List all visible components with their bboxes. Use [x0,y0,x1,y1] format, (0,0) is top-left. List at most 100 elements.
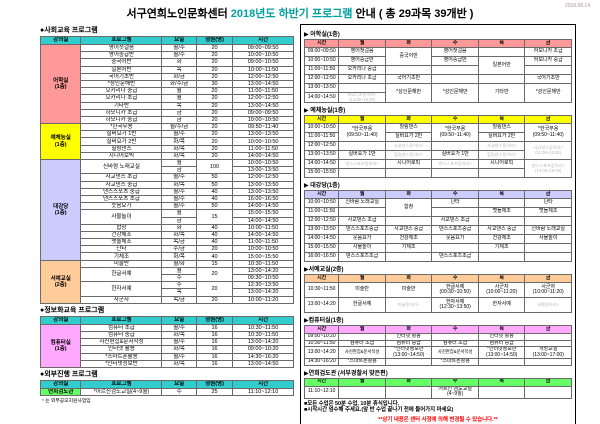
schedule-cell: *성인문해반 [524,82,572,104]
schedule-cell [477,47,526,57]
schedule-cell: 월/수 [161,187,197,196]
schedule-cell: 인터넷 활용 [80,345,163,354]
schedule-cell: 난타 [524,198,572,209]
schedule-cell: 14:00~14:50 [232,230,294,240]
schedule-cell: 사교댄스 초급 [80,173,163,182]
schedule-cell: 오카리나 초급 [80,94,163,103]
note-line-1: ■모든 수업은 50분 수업, 10분 휴식입니다. [304,400,400,407]
schedule-cell: 사물놀이 [80,209,163,225]
schedule-cell: 10:30~11:50 [232,323,294,332]
header-cell: 요일 [161,36,197,45]
schedule-cell [384,358,433,366]
header-cell: 시간 [303,325,340,335]
header-cell: 수 [431,115,479,125]
schedule-cell: 어학실 (1층) [39,43,82,125]
schedule-cell: 11:00~11:50 [232,144,294,153]
schedule-cell: 힐링댄스 [384,123,433,134]
schedule-cell: 컴퓨터 중급 [80,330,163,340]
schedule-cell: *한국무용 [80,123,163,132]
schedule-cell: 09:00~10:20 [303,333,340,341]
schedule-cell: 수 [161,281,197,290]
schedule-cell: 댄스스포츠동아리+ [431,159,479,170]
schedule-cell: 목 [161,101,197,110]
schedule-cell: 13:00~13:50 [232,187,294,196]
schedule-cell: 화/수/금 [161,79,197,89]
schedule-cell: 목/금 [161,238,197,247]
schedule-cell: 시니어로빅 [80,151,163,161]
header-cell: 요일 [161,379,197,389]
schedule-cell: 40 [195,194,234,204]
schedule-cell: 시니어로빅 [384,159,433,170]
schedule-cell: 중국어반 [80,58,163,67]
schedule-cell: 월/수 [161,202,197,211]
schedule-cell: 기타반 [477,82,526,104]
schedule-cell: 한자서예 [80,281,163,297]
schedule-cell [524,252,572,263]
schedule-cell: 월/수 [161,43,197,53]
header-cell: 수 [431,274,479,284]
schedule-cell [524,385,572,399]
schedule-cell: 14:00~14:50 [303,91,340,104]
schedule-cell [338,385,386,399]
header-cell: 수 [431,39,479,48]
schedule-cell: 20 [195,108,234,117]
schedule-cell: 하모니카 중급 [524,56,572,66]
schedule-cell: 하모니카 초급 [80,108,163,117]
header-cell: 강의실 [39,315,82,325]
schedule-cell: 대강당 (1층) [39,159,82,261]
schedule-cell [338,83,386,93]
schedule-cell: 월/수 [161,194,197,204]
schedule-cell: 건강체조 [384,234,433,245]
schedule-cell: 하모니카동아리+ (14:00~15:30) [338,91,386,104]
schedule-cell: 월/수 [161,173,197,182]
header-cell: 시간 [303,377,340,387]
schedule-cell: 댄스스포츠 중급 [80,187,163,196]
schedule-cell: 수 [161,273,197,283]
header-cell: 화 [384,39,433,48]
schedule-cell: 한글서예 (09:30~10:50) [431,282,479,299]
schedule-cell: 13:00~14:20 [232,338,294,347]
header-cell: 시간 [303,39,340,48]
schedule-cell: 09:00~10:20 [232,345,294,354]
header-cell: 금 [524,274,572,284]
schedule-cell: 50 [195,180,234,189]
schedule-cell: 한글서예 [338,297,386,314]
schedule-cell: 14:00~14:50 [303,234,340,245]
schedule-cell: 13:00~13:50 [232,130,294,139]
schedule-cell: 16 [195,352,234,361]
schedule-cell: 14:00~14:50 [232,216,294,225]
schedule-cell: 13:00~14:20 [303,346,340,360]
schedule-cell: 10:00~10:50 [232,51,294,60]
schedule-cell: 중국어반 [384,47,433,66]
schedule-cell: 13:00~14:20 [303,297,340,314]
schedule-cell: 사군자 (10:00~11:20) [477,282,526,299]
schedule-cell: 20 [195,115,234,125]
schedule-cell: 14:00~14:50 [232,202,294,211]
schedule-cell: 일본어반 [80,65,163,74]
schedule-cell: 10:30~11:50 [232,330,294,340]
schedule-cell: 13:00~13:50 [232,166,294,175]
schedule-cell: 20 [195,130,234,139]
schedule-cell [431,141,479,152]
schedule-cell: *한국무용 (09:50~11:40) [431,123,479,143]
header-cell: 시간 [232,315,294,325]
section-title-social: ●사회교육 프로그램 [40,27,98,34]
header-cell: 화 [384,190,433,200]
schedule-cell [477,198,526,209]
schedule-cell: 30 [195,79,234,89]
schedule-cell: 사진편집&문서작성 [80,338,163,347]
header-cell: 수 [431,190,479,200]
schedule-cell: 11:10~12:10 [303,385,340,399]
schedule-cell: 한자서예 (12:30~13:50) [431,297,479,314]
schedule-cell: 건강체조 [80,230,163,240]
schedule-cell: 서예동아리+ [524,297,572,314]
schedule-cell: 13:00~14:50 [232,359,294,368]
schedule-cell: 화/목 [161,151,197,161]
schedule-cell: 월/수/금 [161,123,197,132]
schedule-cell: 12:00~12:50 [303,216,340,227]
schedule-cell: 화/목 [161,137,197,146]
schedule-cell: 월/수 [161,338,197,347]
schedule-cell: 목/금 [161,295,197,304]
schedule-cell: 14:30~16:20 [303,358,340,366]
schedule-cell: 웃음요가 [80,202,163,211]
